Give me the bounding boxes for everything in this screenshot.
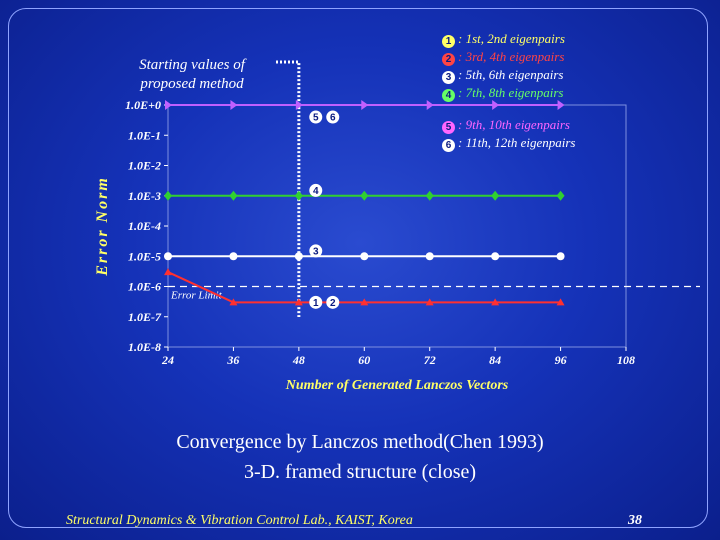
- data-point: [556, 190, 565, 201]
- x-tick-label: 108: [617, 353, 635, 367]
- data-point: [294, 190, 303, 201]
- data-point: [295, 100, 303, 110]
- data-point: [425, 190, 434, 201]
- data-point: [426, 100, 434, 110]
- y-tick-label: 1.0E-2: [128, 159, 161, 173]
- series-annotation-number: 4: [313, 186, 319, 197]
- data-point: [556, 252, 565, 261]
- circled-number-icon: 3: [442, 71, 455, 84]
- series-annotation-circle: [309, 244, 323, 258]
- data-point: [425, 252, 434, 261]
- circled-number-icon: 2: [442, 53, 455, 66]
- x-tick-label: 36: [226, 353, 239, 367]
- data-point: [557, 100, 565, 110]
- data-point: [360, 252, 369, 261]
- data-point: [425, 298, 434, 306]
- circled-number-icon: 1: [442, 35, 455, 48]
- data-point: [164, 252, 172, 261]
- x-tick-label: 60: [358, 353, 370, 367]
- data-point: [164, 268, 172, 276]
- legend-item-4: 4: 7th, 8th eigenpairs: [442, 84, 565, 102]
- data-point: [230, 100, 238, 110]
- data-point: [556, 298, 565, 306]
- legend-text: : 5th, 6th eigenpairs: [458, 67, 564, 82]
- data-point: [491, 190, 500, 201]
- y-tick-label: 1.0E-6: [128, 280, 161, 294]
- x-tick-label: 84: [489, 353, 501, 367]
- x-tick-label: 96: [555, 353, 567, 367]
- data-point: [491, 298, 500, 306]
- error-limit-label: Error Limit: [170, 290, 223, 302]
- series-annotation-number: 5: [313, 113, 319, 124]
- lab-footer: Structural Dynamics & Vibration Control …: [66, 513, 413, 528]
- caption-line-1: Convergence by Lanczos method(Chen 1993): [176, 431, 544, 453]
- series-annotation-number: 6: [330, 113, 336, 124]
- y-tick-label: 1.0E-8: [128, 340, 161, 354]
- legend-item-3: 3: 5th, 6th eigenpairs: [442, 66, 565, 84]
- page-number: 38: [628, 513, 642, 528]
- plot-area: [167, 104, 627, 348]
- legend-text: : 9th, 10th eigenpairs: [458, 117, 570, 132]
- legend-text: : 11th, 12th eigenpairs: [458, 135, 576, 150]
- data-point: [164, 190, 172, 201]
- series-annotation-circle: [326, 110, 340, 124]
- caption-line-2: 3-D. framed structure (close): [243, 461, 477, 483]
- legend-text: : 3rd, 4th eigenpairs: [458, 49, 565, 64]
- circled-number-icon: 6: [442, 139, 455, 152]
- y-tick-label: 1.0E-5: [128, 249, 161, 263]
- series-annotation-number: 1: [313, 298, 319, 309]
- data-point: [360, 190, 369, 201]
- circled-number-icon: 4: [442, 89, 455, 102]
- x-tick-label: 48: [292, 353, 305, 367]
- series-annotation-number: 2: [330, 298, 336, 309]
- series-line: [167, 271, 561, 304]
- series-annotation-circle: [309, 295, 323, 309]
- series-annotation-circle: [309, 183, 323, 197]
- legend-item-5: 5: 9th, 10th eigenpairs: [442, 116, 575, 134]
- data-point: [229, 190, 238, 201]
- data-point: [229, 252, 238, 261]
- y-tick-label: 1.0E-3: [128, 189, 161, 203]
- legend-top: 1: 1st, 2nd eigenpairs 2: 3rd, 4th eigen…: [442, 30, 565, 102]
- y-axis-label: Error Norm: [94, 176, 111, 277]
- y-tick-label: 1.0E-4: [128, 219, 161, 233]
- x-tick-label: 72: [424, 353, 436, 367]
- series-annotation-circle: [309, 110, 323, 124]
- series-annotation-number: 3: [313, 246, 319, 257]
- x-tick-label: 24: [161, 353, 174, 367]
- x-axis-label: Number of Generated Lanczos Vectors: [285, 378, 509, 393]
- slide-frame: [8, 8, 708, 528]
- legend-item-6: 6: 11th, 12th eigenpairs: [442, 134, 575, 152]
- y-tick-label: 1.0E-7: [128, 310, 162, 324]
- data-point: [361, 100, 369, 110]
- data-point: [294, 252, 303, 261]
- legend-item-2: 2: 3rd, 4th eigenpairs: [442, 48, 565, 66]
- data-point: [165, 100, 172, 110]
- starting-values-bracket: [276, 60, 301, 317]
- y-tick-label: 1.0E-1: [128, 128, 161, 142]
- legend-bottom: 5: 9th, 10th eigenpairs 6: 11th, 12th ei…: [442, 116, 575, 152]
- legend-text: : 1st, 2nd eigenpairs: [458, 31, 565, 46]
- circled-number-icon: 5: [442, 121, 455, 134]
- y-tick-label: 1.0E+0: [125, 98, 161, 112]
- data-point: [491, 252, 500, 261]
- legend-text: : 7th, 8th eigenpairs: [458, 85, 564, 100]
- data-point: [360, 298, 369, 306]
- data-point: [492, 100, 500, 110]
- legend-item-1: 1: 1st, 2nd eigenpairs: [442, 30, 565, 48]
- data-point: [229, 298, 238, 306]
- starting-values-label: Starting values of proposed method: [139, 57, 245, 92]
- data-point: [294, 298, 303, 306]
- series-annotation-circle: [326, 295, 340, 309]
